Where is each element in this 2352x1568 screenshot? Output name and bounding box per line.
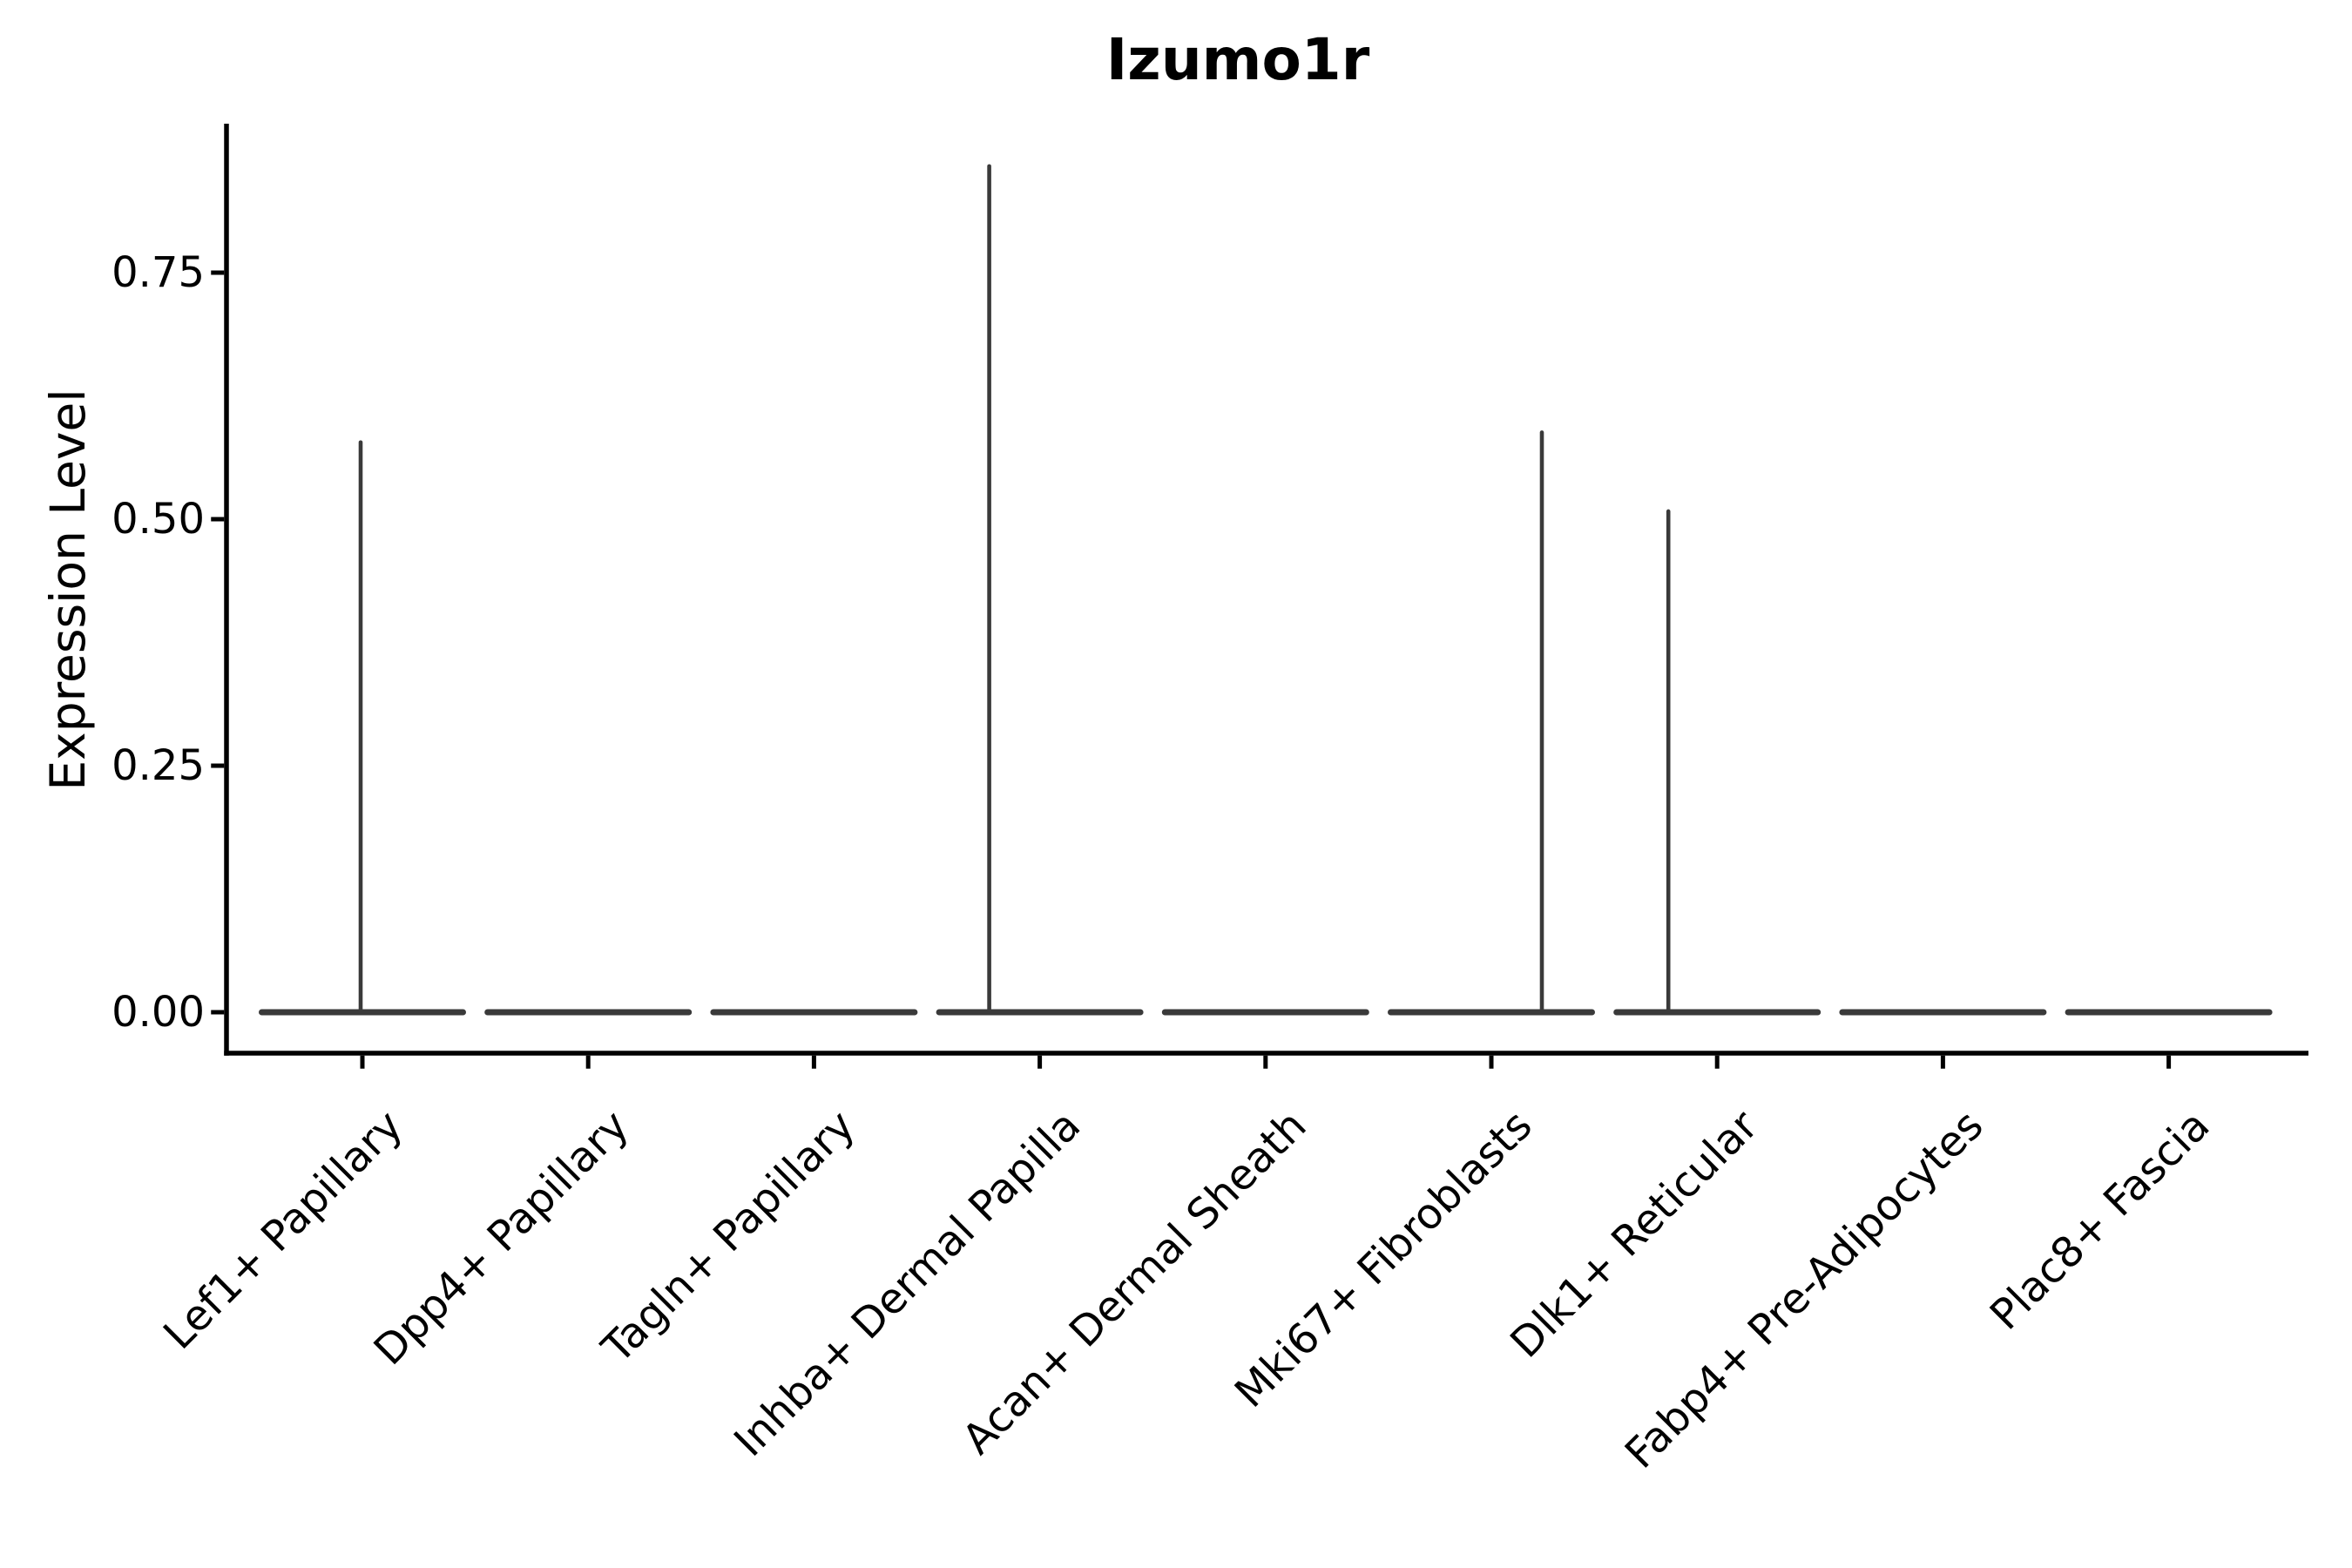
violin-spike bbox=[1539, 430, 1544, 1012]
x-axis-spine bbox=[224, 1051, 2308, 1056]
violin-body bbox=[259, 1009, 466, 1016]
x-tick-mark bbox=[360, 1055, 365, 1069]
y-tick-label: 0.00 bbox=[112, 988, 205, 1037]
y-tick-label: 0.50 bbox=[112, 495, 205, 544]
y-tick-mark bbox=[211, 517, 225, 522]
y-tick-mark bbox=[211, 763, 225, 768]
violin-spike bbox=[358, 440, 363, 1012]
x-tick-mark bbox=[2166, 1055, 2172, 1069]
y-tick-mark bbox=[211, 1010, 225, 1015]
violin-body bbox=[936, 1009, 1144, 1016]
x-tick-mark bbox=[585, 1055, 591, 1069]
violin-body bbox=[2065, 1009, 2273, 1016]
violin-body bbox=[1613, 1009, 1821, 1016]
y-tick-label: 0.25 bbox=[112, 741, 205, 790]
x-tick-mark bbox=[1714, 1055, 1720, 1069]
x-tick-mark bbox=[1940, 1055, 1945, 1069]
violin-body bbox=[1161, 1009, 1369, 1016]
violin-spike bbox=[1666, 509, 1671, 1012]
chart-title: Izumo1r bbox=[1105, 26, 1370, 93]
y-axis-spine bbox=[224, 124, 229, 1056]
violin-body bbox=[1388, 1009, 1595, 1016]
violin-body bbox=[710, 1009, 918, 1016]
violin-body bbox=[1839, 1009, 2047, 1016]
y-tick-label: 0.75 bbox=[112, 248, 205, 297]
x-tick-mark bbox=[1263, 1055, 1268, 1069]
violin-spike bbox=[987, 164, 991, 1013]
x-tick-mark bbox=[1037, 1055, 1043, 1069]
y-tick-mark bbox=[211, 270, 225, 275]
x-tick-mark bbox=[811, 1055, 816, 1069]
violin-body bbox=[484, 1009, 693, 1016]
x-tick-mark bbox=[1489, 1055, 1494, 1069]
